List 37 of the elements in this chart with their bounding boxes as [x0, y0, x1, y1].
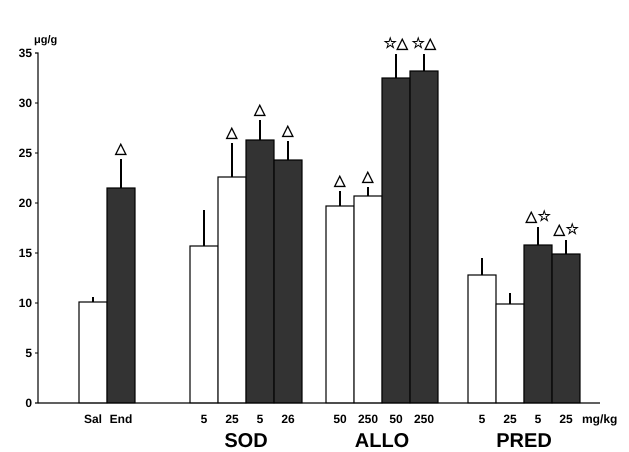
- y-tick-label: 30: [18, 96, 32, 110]
- data-label: △: [225, 124, 238, 141]
- data-label: △☆: [524, 208, 552, 225]
- y-tick-label: 35: [18, 46, 32, 60]
- x-tick-label: 5: [256, 412, 264, 426]
- x-tick-label: 5: [200, 412, 208, 426]
- y-tick-label: 20: [18, 196, 32, 210]
- data-label: △: [333, 172, 346, 189]
- data-label: △: [281, 122, 294, 139]
- text: ALLO: [354, 430, 410, 452]
- x-tick-label: 250: [358, 412, 378, 426]
- data-label: ☆△: [412, 35, 436, 52]
- x-tick-label: 250: [414, 412, 434, 426]
- data-label: ☆△: [384, 35, 408, 52]
- x-tick-label: 25: [503, 412, 517, 426]
- data-label: △: [114, 140, 127, 157]
- x-tick-label: 5: [478, 412, 486, 426]
- x-tick-label: End: [110, 412, 132, 426]
- text: PRED: [496, 430, 552, 452]
- y-tick-label: 25: [18, 146, 32, 160]
- data-label: △: [253, 101, 266, 118]
- text: SOD: [224, 430, 268, 452]
- y-tick-label: 5: [25, 346, 32, 360]
- x-tick-label: 5: [534, 412, 542, 426]
- x-tick-label: 25: [225, 412, 239, 426]
- x-tick-label: Sal: [84, 412, 102, 426]
- x-tick-label: 25: [559, 412, 573, 426]
- y-tick-label: 15: [18, 246, 32, 260]
- data-label: △: [361, 168, 374, 185]
- data-label: △☆: [552, 221, 580, 238]
- y-tick-label: 0: [25, 396, 32, 410]
- x-tick-label: 50: [389, 412, 403, 426]
- x-axis-title: mg/kg: [582, 412, 618, 426]
- x-tick-label: 50: [333, 412, 347, 426]
- y-tick-label: 10: [18, 296, 32, 310]
- x-tick-label: 26: [281, 412, 295, 426]
- y-axis-title: μg/g: [34, 34, 58, 46]
